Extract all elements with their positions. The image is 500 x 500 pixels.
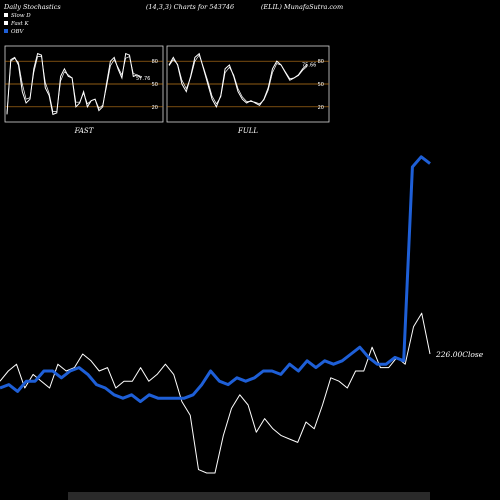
legend-label-2: OBV [11, 29, 25, 35]
full-stochastic-panel: 80 50 20 75.66 FULL [166, 45, 330, 135]
legend-label-1: Fast K [10, 21, 30, 27]
price-obv-panel: 226.00Close [0, 155, 484, 474]
bottom-bar [68, 492, 430, 500]
header-right-title: (ELIL) MunafaSutra.com [261, 3, 343, 11]
close-value-label: 226.00Close [435, 350, 484, 359]
fast-stochastic-tick-label-20: 20 [152, 105, 158, 111]
full-stochastic-last-value: 75.66 [302, 62, 316, 68]
legend-swatch-2 [4, 29, 8, 33]
series-line-close [0, 312, 431, 474]
fast-stochastic-xlabel: FAST [74, 127, 95, 135]
legend-swatch-1 [4, 21, 8, 25]
series-line-obv [0, 155, 431, 404]
fast-stochastic-last-value: 57.76 [136, 76, 150, 82]
header-left-title: Daily Stochastics [3, 3, 61, 11]
full-stochastic-xlabel: FULL [237, 127, 258, 135]
legend-label-0: Slow D [11, 13, 31, 19]
fast-stochastic-panel: 80 50 20 57.76 FAST [4, 45, 164, 135]
full-stochastic-series-line-1 [168, 54, 308, 105]
fast-stochastic-tick-label-80: 80 [152, 59, 158, 65]
fast-stochastic-series-line-1 [6, 56, 142, 113]
fast-stochastic-series-line-0 [6, 52, 142, 116]
header-center-title: (14,3,3) Charts for 543746 [146, 3, 234, 11]
legend: Slow D Fast K OBV [4, 13, 31, 35]
full-stochastic-tick-label-20: 20 [318, 105, 324, 111]
legend-swatch-0 [4, 13, 8, 17]
fast-stochastic-tick-label-50: 50 [152, 82, 158, 88]
full-stochastic-tick-label-50: 50 [318, 82, 324, 88]
full-stochastic-tick-label-80: 80 [318, 59, 324, 65]
